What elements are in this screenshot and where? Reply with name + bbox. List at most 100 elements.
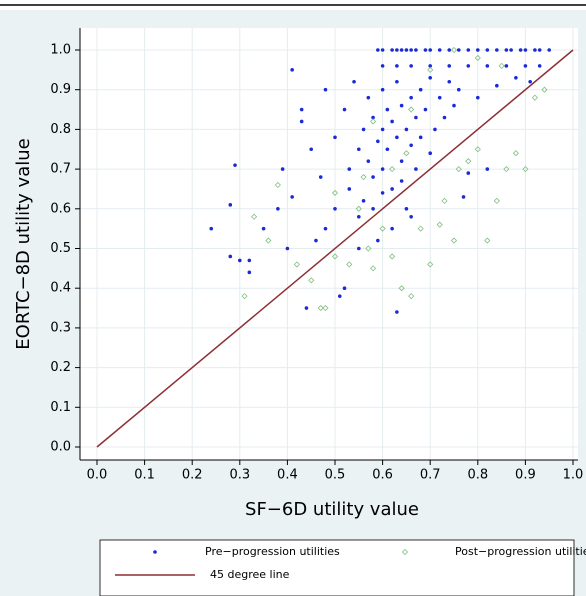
point <box>399 179 404 183</box>
point <box>476 48 480 52</box>
point <box>403 150 410 157</box>
point <box>323 87 328 92</box>
point <box>450 46 458 54</box>
point <box>238 258 242 263</box>
point <box>495 48 499 52</box>
point <box>342 286 347 291</box>
point <box>347 187 352 191</box>
point <box>414 48 418 52</box>
point <box>399 48 404 52</box>
point <box>522 166 529 173</box>
point <box>331 189 339 196</box>
point <box>452 103 456 108</box>
point <box>261 226 266 231</box>
point <box>531 94 538 101</box>
point <box>228 254 233 259</box>
point <box>209 226 214 231</box>
point <box>476 95 480 100</box>
legend-swatch <box>401 548 409 556</box>
point <box>380 127 385 132</box>
point <box>409 143 413 148</box>
y-tick-label: 1.0 <box>50 43 71 58</box>
point <box>514 75 518 80</box>
y-tick-label: 0.2 <box>50 360 71 375</box>
point <box>504 64 509 68</box>
point <box>404 207 409 211</box>
point <box>370 265 377 272</box>
point <box>523 64 528 68</box>
point <box>395 135 399 140</box>
point <box>427 66 434 73</box>
y-tick-label: 0.5 <box>50 241 71 256</box>
legend <box>99 539 575 596</box>
point <box>395 310 399 314</box>
point <box>360 173 367 181</box>
point <box>455 166 462 173</box>
point <box>414 115 418 120</box>
point <box>299 107 304 112</box>
point <box>317 304 324 312</box>
point <box>290 68 294 72</box>
point <box>357 214 361 219</box>
point <box>370 118 377 125</box>
x-tick-label: 1.0 <box>563 468 584 483</box>
point <box>447 79 452 84</box>
point <box>376 48 380 52</box>
point <box>318 175 323 179</box>
point <box>293 261 300 268</box>
point <box>361 127 366 132</box>
y-tick-label: 0.0 <box>50 440 71 455</box>
point <box>380 167 385 171</box>
point <box>485 167 490 171</box>
point <box>408 293 415 300</box>
point <box>428 151 433 156</box>
point <box>484 237 491 244</box>
point <box>423 107 428 112</box>
y-tick-label: 0.7 <box>50 162 71 177</box>
point <box>309 147 314 152</box>
point <box>390 119 394 124</box>
point <box>485 64 490 68</box>
point <box>466 64 471 68</box>
point <box>357 246 361 251</box>
point <box>409 95 413 100</box>
x-tick-label: 0.1 <box>134 468 155 483</box>
point <box>371 115 375 120</box>
point <box>547 48 551 52</box>
point <box>418 87 423 92</box>
point <box>437 48 442 52</box>
point <box>428 64 433 68</box>
point <box>395 48 399 52</box>
y-axis-label: EORTC−8D utility value <box>13 138 34 349</box>
point <box>389 253 396 260</box>
legend-label: Pre−progression utilities <box>205 545 340 558</box>
point <box>299 119 304 124</box>
point <box>404 48 409 52</box>
point <box>495 83 499 88</box>
y-tick-label: 0.6 <box>50 201 71 216</box>
point <box>504 48 509 52</box>
point <box>518 48 523 52</box>
point <box>533 48 537 52</box>
point <box>537 48 542 52</box>
point <box>371 175 375 179</box>
point <box>389 166 396 173</box>
point <box>379 225 386 232</box>
x-tick-label: 0.7 <box>420 468 441 483</box>
point <box>456 87 461 92</box>
point <box>509 48 513 52</box>
point <box>380 87 385 92</box>
point <box>380 64 385 68</box>
point <box>314 238 318 243</box>
plot-bg <box>80 28 578 460</box>
point <box>437 95 442 100</box>
x-axis-label: SF−6D utility value <box>245 499 419 520</box>
point <box>485 48 490 52</box>
point <box>385 107 390 112</box>
point <box>366 159 371 163</box>
point <box>380 191 385 195</box>
x-tick-label: 0.0 <box>87 468 108 483</box>
y-tick-label: 0.4 <box>50 281 71 296</box>
point <box>466 171 471 175</box>
